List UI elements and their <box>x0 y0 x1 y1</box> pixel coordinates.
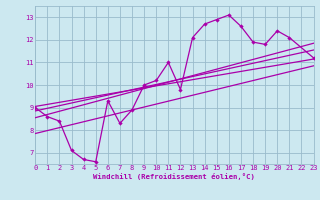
X-axis label: Windchill (Refroidissement éolien,°C): Windchill (Refroidissement éolien,°C) <box>93 173 255 180</box>
